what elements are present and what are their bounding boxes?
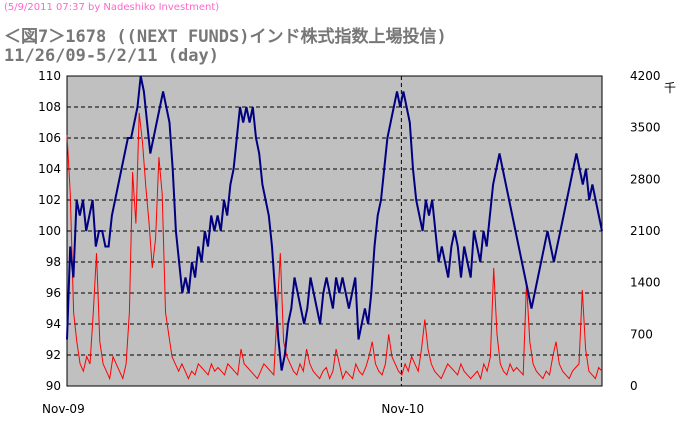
right-tick-label: 2800 bbox=[630, 172, 661, 186]
left-tick-label: 90 bbox=[46, 379, 61, 393]
series-line-price bbox=[66, 75, 603, 371]
left-tick-label: 108 bbox=[38, 100, 61, 114]
left-tick-label: 94 bbox=[46, 317, 61, 331]
left-tick-label: 92 bbox=[46, 348, 61, 362]
x-axis-ticks: Nov-09 Nov-10 bbox=[42, 402, 424, 416]
right-tick-label: 700 bbox=[630, 327, 653, 341]
right-tick-label: 3500 bbox=[630, 121, 661, 135]
left-tick-label: 98 bbox=[46, 255, 61, 269]
chart-subtitle: 11/26/09-5/2/11 (day) bbox=[4, 46, 219, 66]
x-tick-label: Nov-09 bbox=[42, 402, 85, 416]
right-axis-unit: 千 bbox=[664, 81, 676, 95]
chart-title: ＜図7＞1678 ((NEXT FUNDS)インド株式指数上場投信) bbox=[4, 27, 447, 47]
left-axis-ticks: 110 108 106 104 102 100 98 96 94 92 90 bbox=[38, 69, 61, 393]
x-tick-label: Nov-10 bbox=[381, 402, 424, 416]
right-tick-label: 0 bbox=[630, 379, 638, 393]
watermark: (5/9/2011 07:37 by Nadeshiko Investment) bbox=[4, 2, 220, 13]
left-tick-label: 110 bbox=[38, 69, 61, 83]
right-tick-label: 1400 bbox=[630, 276, 661, 290]
left-tick-label: 106 bbox=[38, 131, 61, 145]
left-tick-label: 104 bbox=[38, 162, 61, 176]
right-tick-label: 4200 bbox=[630, 69, 661, 83]
left-tick-label: 100 bbox=[38, 224, 61, 238]
left-tick-label: 102 bbox=[38, 193, 61, 207]
right-tick-label: 2100 bbox=[630, 224, 661, 238]
series-line-volume bbox=[66, 112, 603, 381]
series-group bbox=[66, 75, 603, 381]
left-tick-label: 96 bbox=[46, 286, 61, 300]
right-axis-ticks: 4200 3500 2800 2100 1400 700 0 bbox=[630, 69, 661, 393]
